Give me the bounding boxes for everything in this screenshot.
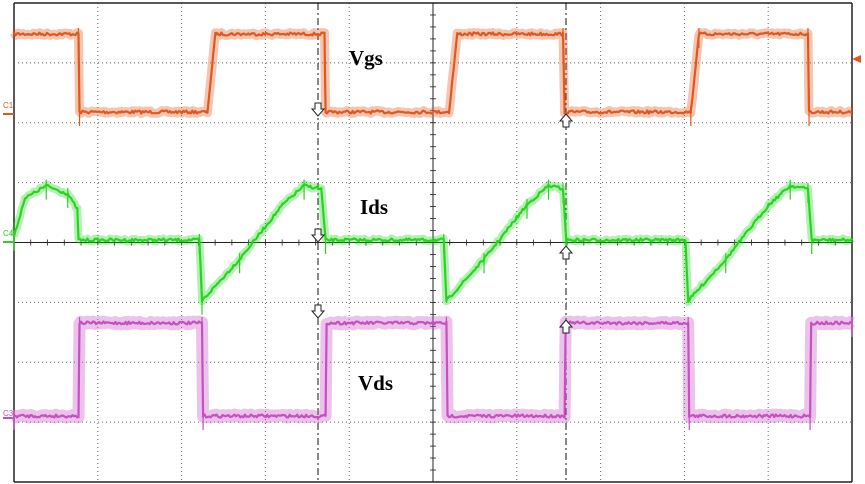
channel-label-c4: C4: [3, 229, 14, 238]
label-vds: Vds: [358, 371, 393, 395]
channel-label-c1: C1: [3, 101, 14, 110]
label-ids: Ids: [360, 195, 388, 219]
label-vgs: Vgs: [349, 46, 383, 70]
channel-label-c3: C3: [3, 409, 14, 418]
